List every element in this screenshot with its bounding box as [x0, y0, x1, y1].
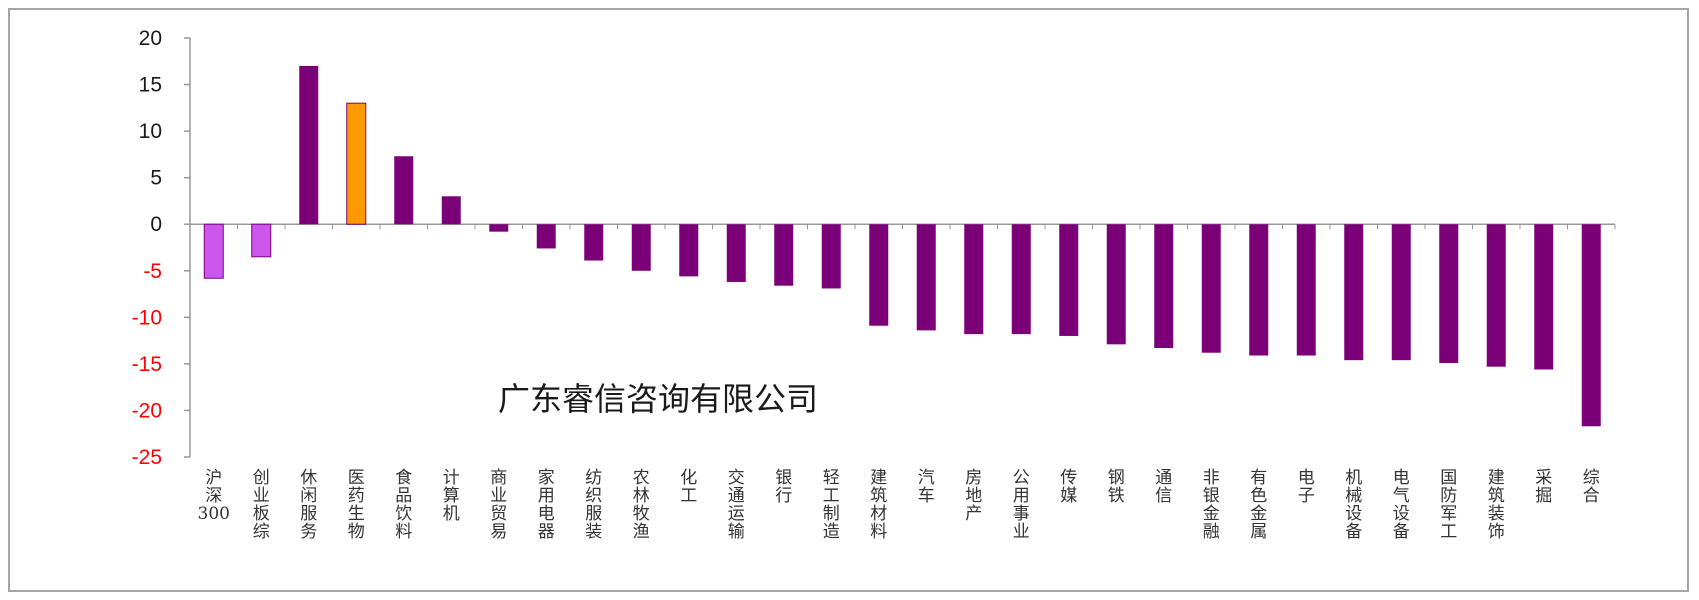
bar	[441, 196, 461, 225]
bar	[869, 224, 889, 326]
category-label: 非银金融	[1203, 468, 1220, 542]
bar	[1011, 224, 1031, 335]
category-label: 房地产	[965, 468, 982, 524]
bar	[1059, 224, 1079, 336]
bar	[1154, 224, 1174, 349]
category-label: 电子	[1298, 468, 1315, 506]
category-label: 休闲服务	[300, 468, 317, 542]
bar	[584, 224, 604, 261]
category-label: 家用电器	[538, 468, 555, 542]
category-label: 创业板综	[253, 468, 270, 542]
category-label: 建筑装饰	[1488, 468, 1505, 542]
category-labels: 沪深 300 创业板综 休闲服务 医药生物 食品饮料 计算机 商业贸易 家用电器 纺织服装 农林牧渔…	[198, 468, 1600, 542]
bar	[203, 223, 224, 279]
bar	[394, 156, 414, 225]
category-label: 公用事业	[1013, 468, 1030, 542]
bar	[536, 224, 556, 249]
y-tick-label: 10	[139, 120, 162, 143]
bar	[1581, 224, 1601, 427]
bar	[821, 224, 841, 289]
category-label: 沪深 300	[198, 468, 230, 524]
category-label: 传媒	[1060, 468, 1077, 506]
category-label: 农林牧渔	[633, 468, 650, 542]
y-tick-label: -5	[143, 260, 162, 283]
category-label: 汽车	[918, 468, 935, 506]
bars	[203, 65, 1601, 427]
bar	[1249, 224, 1269, 356]
category-label: 化工	[680, 468, 697, 506]
category-label: 机械设备	[1345, 468, 1362, 542]
bar	[964, 224, 984, 335]
category-label: 轻工制造	[823, 468, 840, 542]
bar	[679, 224, 699, 277]
company-watermark: 广东睿信咨询有限公司	[498, 380, 819, 418]
bar	[1391, 224, 1411, 361]
bar	[774, 224, 794, 286]
bar	[1486, 224, 1506, 367]
bar	[1344, 224, 1364, 361]
y-tick-label: 20	[139, 27, 162, 50]
category-label: 银行	[775, 468, 792, 506]
category-label: 电气设备	[1393, 468, 1410, 542]
category-label: 纺织服装	[585, 468, 602, 542]
bar	[346, 102, 367, 225]
category-label: 医药生物	[348, 468, 365, 542]
category-label: 采掘	[1535, 468, 1552, 506]
y-axis: 20 15 10 5 0 -5 -10 -15 -20 -25	[132, 27, 191, 469]
bar	[631, 224, 651, 271]
category-label: 计算机	[443, 468, 460, 524]
y-tick-label: -10	[132, 306, 162, 329]
category-label: 交通运输	[728, 468, 745, 542]
bar	[489, 224, 509, 232]
x-axis	[189, 223, 1616, 230]
y-tick-label: 0	[150, 213, 162, 236]
bar	[1201, 224, 1221, 353]
y-tick-label: -20	[132, 399, 162, 422]
category-label: 国防军工	[1440, 468, 1457, 542]
y-tick-label: -15	[132, 353, 162, 376]
category-label: 建筑材料	[870, 468, 887, 542]
bar	[1439, 224, 1459, 363]
category-label: 商业贸易	[490, 468, 507, 542]
bar	[916, 224, 936, 331]
bar	[1106, 224, 1126, 345]
bar	[251, 223, 272, 258]
category-label: 通信	[1155, 468, 1172, 506]
bar	[299, 65, 319, 225]
y-tick-label: -25	[132, 446, 162, 469]
category-label: 钢铁	[1108, 468, 1125, 506]
category-label: 综合	[1583, 468, 1600, 506]
category-label: 有色金属	[1250, 468, 1267, 542]
y-tick-label: 15	[139, 74, 162, 97]
bar	[1534, 224, 1554, 370]
bar	[1296, 224, 1316, 356]
bar	[726, 224, 746, 282]
category-label: 食品饮料	[395, 468, 412, 542]
y-tick-label: 5	[150, 167, 162, 190]
